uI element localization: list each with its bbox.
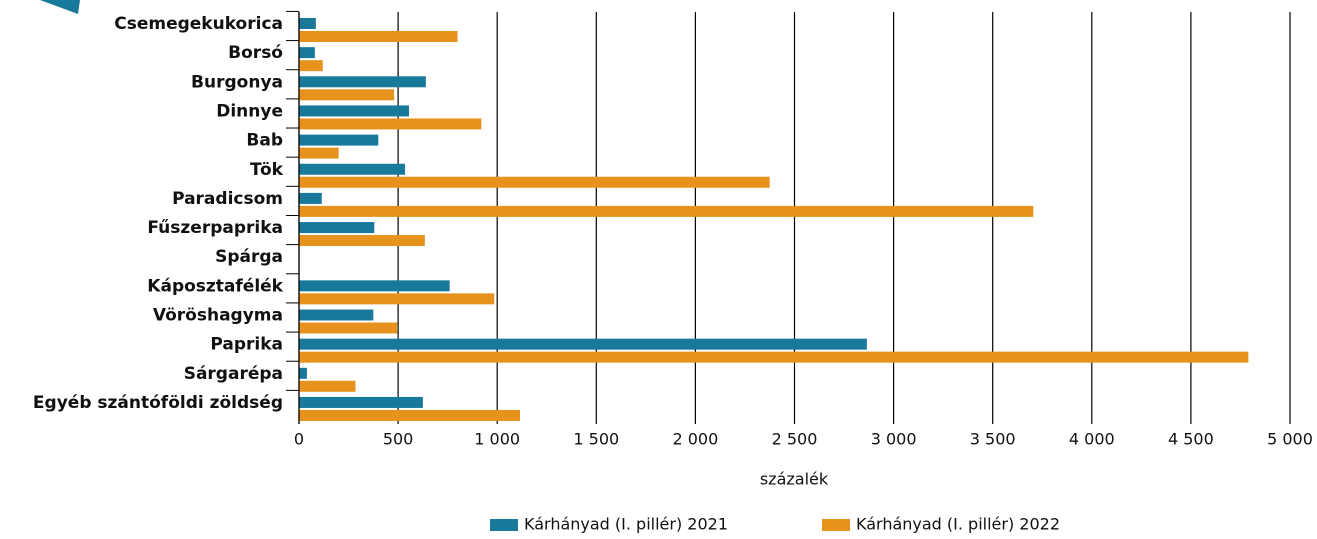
bar <box>299 105 410 117</box>
legend-swatch <box>490 519 518 531</box>
y-tick-label: Paprika <box>210 335 283 355</box>
y-tick-label: Bab <box>246 131 283 151</box>
x-tick-label: 3 500 <box>970 430 1016 449</box>
x-axis-label: százalék <box>760 470 829 489</box>
y-tick-label: Dinnye <box>216 101 283 121</box>
y-tick-label: Borsó <box>228 43 283 63</box>
decoration <box>40 0 80 14</box>
y-tick-label: Csemegekukorica <box>114 14 283 34</box>
bar <box>299 47 315 59</box>
bar <box>299 380 356 392</box>
x-tick-label: 500 <box>383 430 414 449</box>
x-tick-label: 4 000 <box>1069 430 1115 449</box>
legend-label: Kárhányad (I. pillér) 2021 <box>524 515 728 534</box>
x-tick-label: 2 000 <box>672 430 718 449</box>
y-tick-label: Tök <box>250 160 284 180</box>
bar <box>299 18 316 29</box>
legend-label: Kárhányad (I. pillér) 2022 <box>856 515 1060 534</box>
x-tick-label: 2 500 <box>772 430 818 449</box>
bar <box>299 89 395 101</box>
y-tick-label: Spárga <box>215 247 283 267</box>
x-tick-label: 1 000 <box>474 430 520 449</box>
bar <box>299 60 323 72</box>
bar <box>299 338 867 350</box>
bar <box>299 235 425 247</box>
bar <box>299 147 339 159</box>
y-tick-label: Egyéb szántóföldi zöldség <box>33 393 283 413</box>
x-tick-label: 5 000 <box>1267 430 1313 449</box>
y-tick-label: Burgonya <box>191 72 283 92</box>
bar <box>299 322 398 334</box>
bar <box>299 163 406 175</box>
x-tick-label: 4 500 <box>1168 430 1214 449</box>
y-tick-label: Káposztafélék <box>147 276 283 296</box>
legend-swatch <box>822 519 850 531</box>
y-tick-label: Paradicsom <box>172 189 283 209</box>
bar <box>299 396 423 408</box>
bar <box>299 222 375 234</box>
bar <box>299 134 379 146</box>
bar <box>299 351 1249 363</box>
y-tick-label: Fűszerpaprika <box>147 218 283 238</box>
bar <box>299 192 322 204</box>
x-tick-label: 3 000 <box>871 430 917 449</box>
x-tick-label: 0 <box>294 430 304 449</box>
bar <box>299 205 1034 217</box>
bar <box>299 280 450 292</box>
y-tick-label: Vöröshagyma <box>153 306 283 326</box>
x-tick-label: 1 500 <box>573 430 619 449</box>
bar <box>299 293 495 305</box>
bar <box>299 31 458 42</box>
bar <box>299 76 426 88</box>
bar <box>299 118 482 130</box>
y-tick-label: Sárgarépa <box>184 364 283 384</box>
bar <box>299 309 374 321</box>
bar <box>299 367 307 379</box>
bar <box>299 409 520 421</box>
bar <box>299 176 770 188</box>
